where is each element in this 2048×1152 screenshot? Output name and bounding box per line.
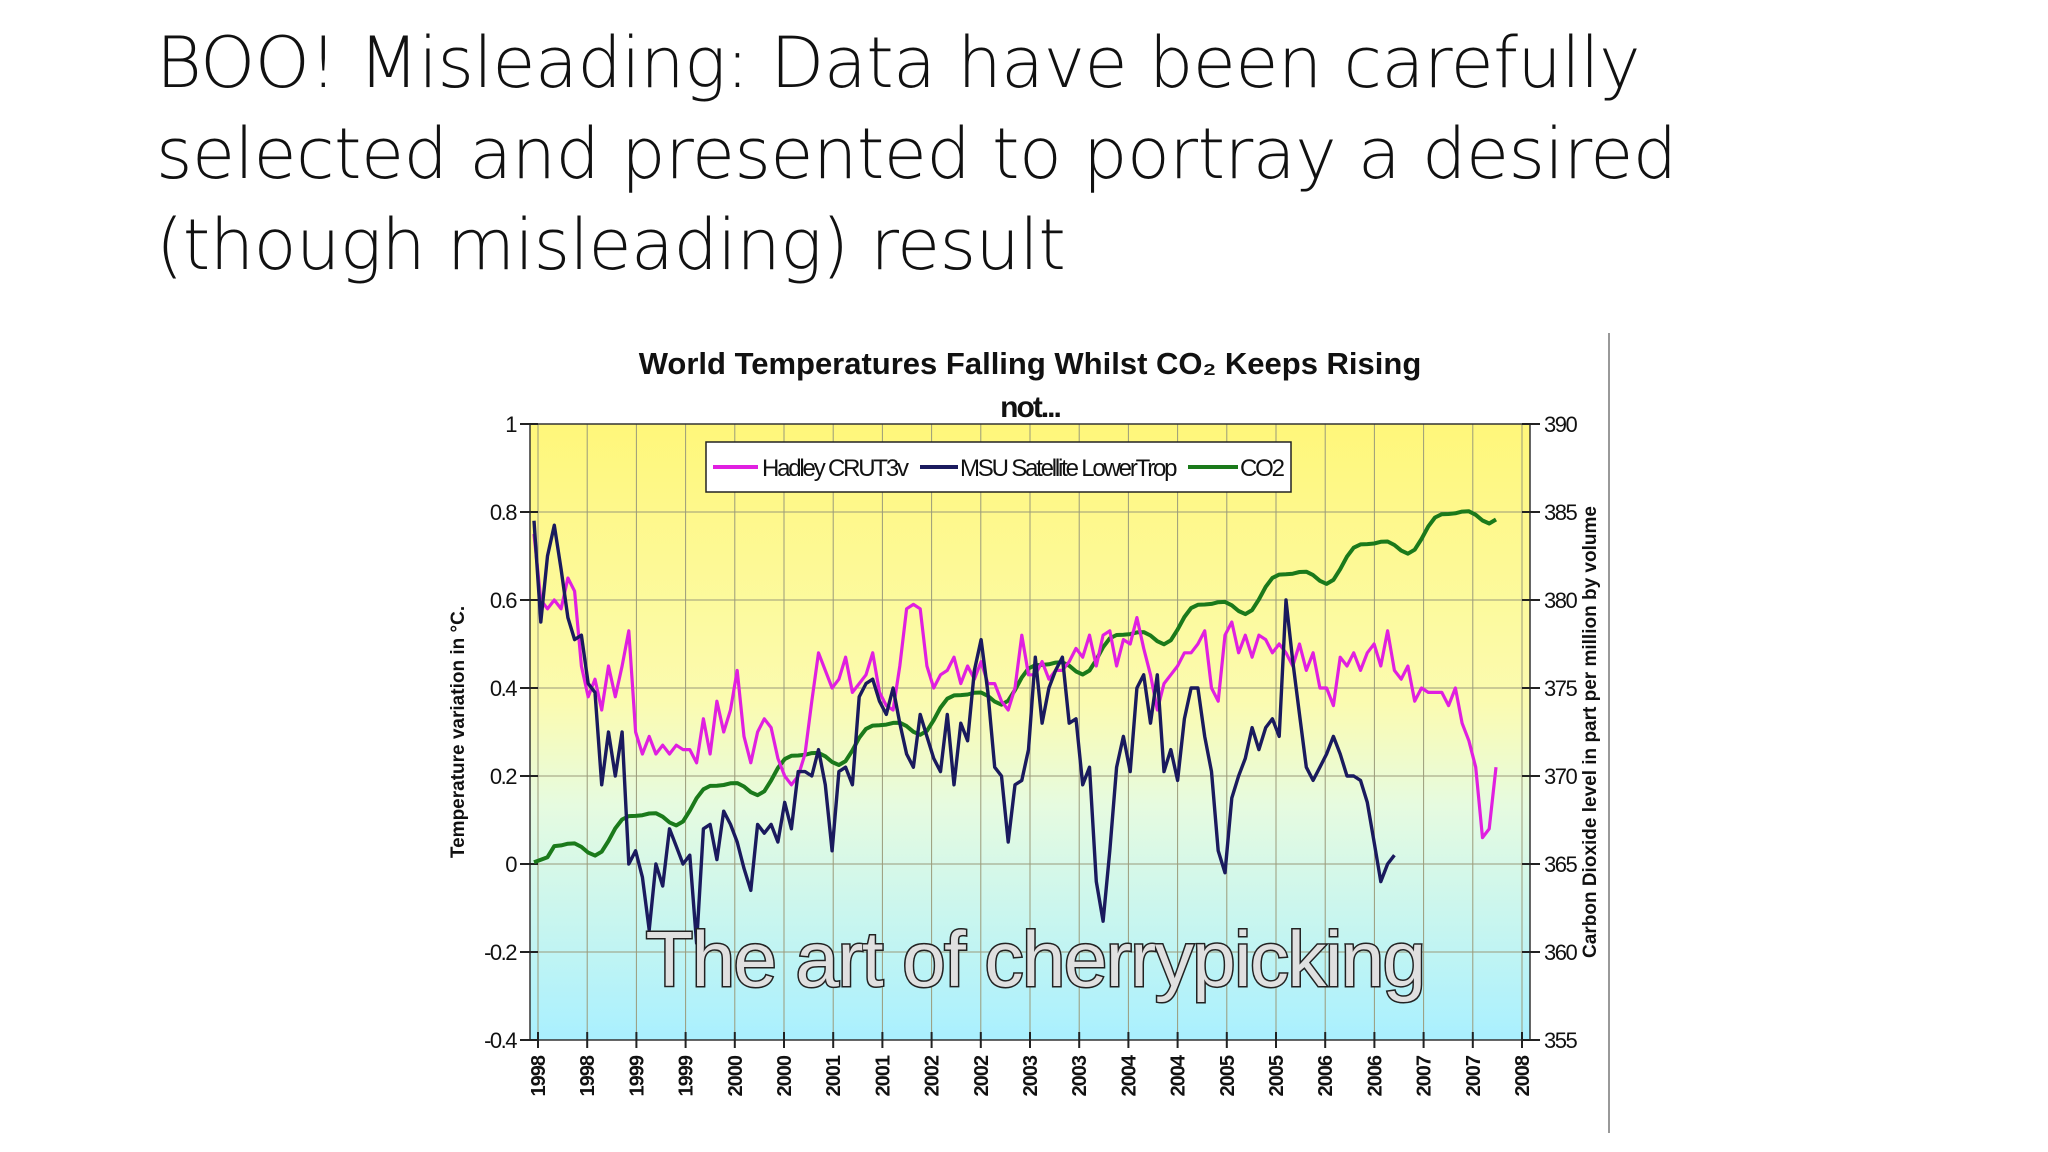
right-tick-label: 370 xyxy=(1544,764,1577,789)
left-tick-label: 0.8 xyxy=(490,500,517,525)
x-tick-label: 1998 xyxy=(577,1055,599,1096)
left-tick-label: 0.4 xyxy=(490,676,517,701)
chart-subtitle: not... xyxy=(1000,391,1060,424)
left-tick-label: 1 xyxy=(505,412,517,437)
x-tick-label: 1999 xyxy=(626,1055,648,1096)
right-tick-label: 355 xyxy=(1544,1028,1577,1053)
legend-label-co2: CO2 xyxy=(1240,455,1285,482)
x-tick-label: 2004 xyxy=(1168,1054,1190,1096)
right-tick-label: 365 xyxy=(1544,852,1577,877)
series-line-hadley xyxy=(532,533,1498,840)
series-line-msu xyxy=(532,520,1396,945)
x-tick-label: 2003 xyxy=(1069,1055,1091,1096)
x-tick-label: 2007 xyxy=(1463,1055,1485,1096)
x-tick-label: 1998 xyxy=(528,1055,550,1096)
x-tick-label: 2002 xyxy=(922,1055,944,1096)
x-tick-label: 2000 xyxy=(725,1055,747,1096)
left-tick-label: -0.2 xyxy=(484,940,517,965)
title-line-1: BOO! Misleading: Data have been carefull… xyxy=(156,22,1641,104)
x-axis-ticks: 1998 1998 1999 1999 2000 2000 2001 2001 2002 2002… xyxy=(528,1032,1534,1097)
right-axis-ticks: 390 385 380 375 370 365 360 355 xyxy=(1522,412,1579,1053)
x-tick-label: 2006 xyxy=(1315,1055,1337,1096)
x-tick-label: 2005 xyxy=(1217,1055,1239,1096)
chart-image: World Temperatures Falling Whilst CO₂ Ke… xyxy=(430,328,1620,1138)
left-tick-label: -0.4 xyxy=(484,1028,517,1053)
y2-axis-label: Carbon Dioxide level in part per million… xyxy=(1580,506,1601,958)
legend-label-hadley: Hadley CRUT3v xyxy=(762,455,909,482)
title-line-3: (though misleading) result xyxy=(156,204,1066,286)
x-tick-label: 2004 xyxy=(1118,1054,1140,1096)
slide-title: BOO! Misleading: Data have been carefull… xyxy=(156,18,1956,291)
x-tick-label: 2006 xyxy=(1364,1055,1386,1096)
series-lines xyxy=(532,509,1498,945)
x-tick-label: 2008 xyxy=(1512,1055,1534,1096)
chart-title: World Temperatures Falling Whilst CO₂ Ke… xyxy=(639,346,1422,381)
right-tick-label: 380 xyxy=(1544,588,1577,613)
left-tick-label: 0.6 xyxy=(490,588,517,613)
right-tick-label: 360 xyxy=(1544,940,1577,965)
left-tick-label: 0.2 xyxy=(490,764,517,789)
overlay-annotation: The art of cherrypicking xyxy=(645,915,1424,1003)
left-tick-label: 0 xyxy=(505,852,517,877)
left-axis-ticks: 1 0.8 0.6 0.4 0.2 0 -0.2 -0.4 xyxy=(484,412,538,1053)
title-line-2: selected and presented to portray a desi… xyxy=(156,113,1677,195)
legend-label-msu: MSU Satellite LowerTrop xyxy=(960,455,1177,482)
x-tick-label: 2001 xyxy=(823,1055,845,1096)
right-tick-label: 390 xyxy=(1544,412,1577,437)
x-tick-label: 2002 xyxy=(971,1055,993,1096)
cherrypicking-chart: World Temperatures Falling Whilst CO₂ Ke… xyxy=(448,333,1610,1133)
x-tick-label: 2000 xyxy=(774,1055,796,1096)
right-tick-label: 375 xyxy=(1544,676,1577,701)
x-tick-label: 1999 xyxy=(676,1055,698,1096)
x-tick-label: 2005 xyxy=(1266,1055,1288,1096)
x-tick-label: 2003 xyxy=(1020,1055,1042,1096)
legend: Hadley CRUT3v MSU Satellite LowerTrop CO… xyxy=(705,441,1292,493)
y-axis-label: Temperature variation in °C. xyxy=(448,606,469,858)
right-tick-label: 385 xyxy=(1544,500,1577,525)
legend-box xyxy=(705,441,1292,493)
x-tick-label: 2001 xyxy=(872,1055,894,1096)
x-tick-label: 2007 xyxy=(1414,1055,1436,1096)
